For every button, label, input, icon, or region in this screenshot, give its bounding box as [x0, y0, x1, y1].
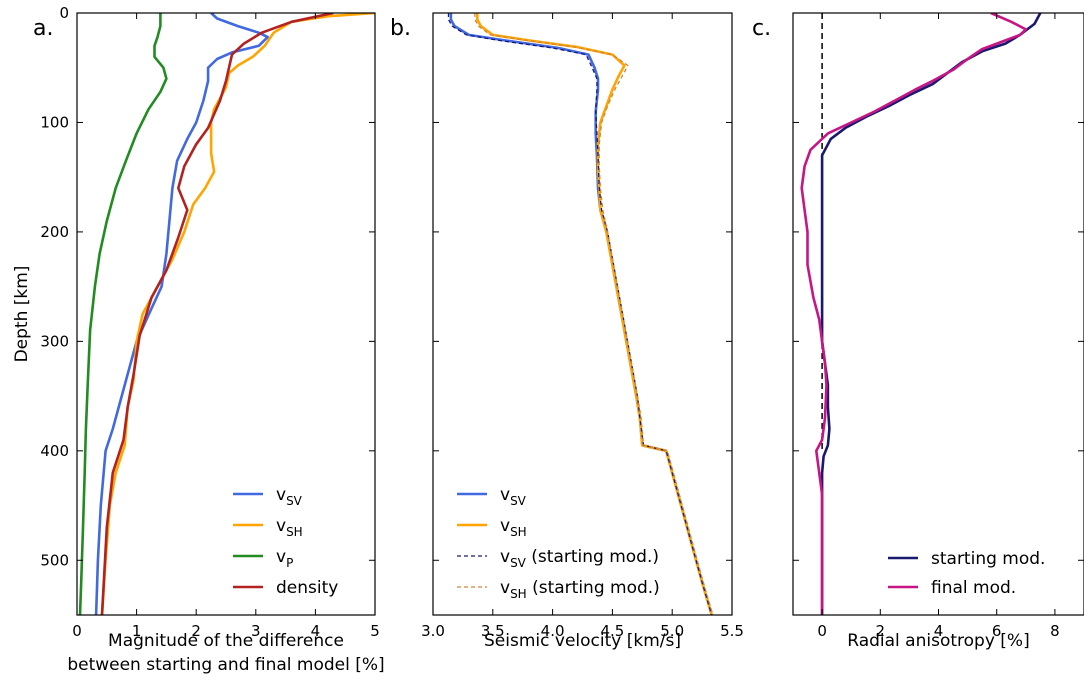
legend: vSV vSH vP density — [233, 485, 338, 598]
plot-area — [80, 13, 375, 615]
x-tick-label: 8 — [1050, 622, 1060, 640]
legend-label: density — [276, 578, 338, 598]
series-line-3 — [449, 13, 712, 615]
y-axis-label: Depth [km] — [12, 266, 32, 363]
legend-label: vSV — [276, 485, 303, 508]
x-tick-label: 0 — [72, 622, 82, 640]
legend-label: vSH — [500, 516, 527, 539]
y-tick-label: 0 — [59, 4, 69, 22]
legend-label: starting mod. — [931, 549, 1045, 569]
axes-frame — [793, 13, 1084, 615]
x-axis-label: Radial anisotropy [%] — [847, 631, 1029, 651]
series-line-1 — [451, 13, 712, 615]
legend-label: vSH (starting mod.) — [500, 578, 660, 601]
legend: vSV vSH vSV (starting mod.) vSH (starting m… — [457, 485, 660, 601]
y-tick-label: 200 — [40, 223, 69, 241]
panel-label: b. — [390, 16, 411, 41]
panel-label: a. — [33, 16, 53, 41]
legend-label: vSV (starting mod.) — [500, 547, 659, 570]
axes-frame — [77, 13, 375, 615]
y-tick-label: 400 — [40, 442, 69, 460]
x-tick-label: 5 — [370, 622, 380, 640]
series-line-2 — [802, 13, 1026, 615]
x-tick-label: 5.5 — [720, 622, 744, 640]
x-tick-label: 3.0 — [421, 622, 445, 640]
legend-label: vSV — [500, 485, 527, 508]
legend-label: vSH — [276, 516, 303, 539]
plot-area — [449, 13, 713, 615]
x-axis-label: Magnitude of the difference — [108, 631, 344, 651]
panel-label: c. — [752, 16, 771, 41]
legend-label: vP — [276, 547, 293, 570]
x-axis-label: between starting and final model [%] — [67, 655, 384, 675]
plot-area — [802, 13, 1041, 615]
x-tick-label: 0 — [817, 622, 827, 640]
y-tick-label: 500 — [40, 551, 69, 569]
x-axis-label: Seismic velocity [km/s] — [484, 631, 681, 651]
series-line-1 — [822, 13, 1040, 615]
legend-label: final mod. — [931, 578, 1016, 598]
legend: starting mod. final mod. — [888, 549, 1045, 598]
y-tick-label: 300 — [40, 332, 69, 350]
y-tick-label: 100 — [40, 113, 69, 131]
series-line-3 — [80, 13, 166, 615]
